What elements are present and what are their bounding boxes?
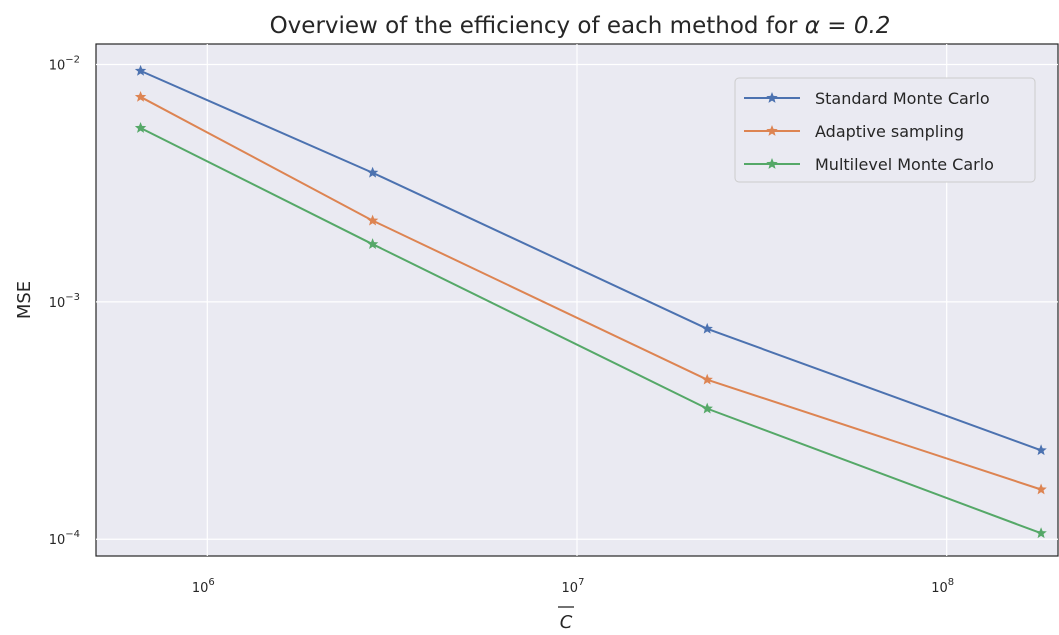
legend-label-2: Multilevel Monte Carlo [815,155,994,174]
chart-title: Overview of the efficiency of each metho… [270,13,891,39]
series-line-0 [140,69,1042,452]
data-point-1-0 [134,90,147,102]
y-tick-label-2: 10−4 [49,529,80,548]
x-tick-label-1: 107 [562,577,585,596]
y-axis-ticks: 10−2 10−3 10−4 [49,54,80,548]
data-point-1-3 [1035,483,1047,495]
data-point-1-2 [701,373,713,385]
series-group [134,64,1047,539]
y-axis-label: MSE [14,281,35,319]
legend-marker-0 [766,92,778,103]
x-axis-label-group: C [558,606,574,633]
data-point-2-0 [134,122,147,133]
y-tick-label-0: 10−2 [49,54,80,73]
legend-label-0: Standard Monte Carlo [815,89,990,108]
legend-box [734,77,1036,183]
data-point-1-1 [366,214,379,226]
data-point-2-1 [366,238,379,250]
data-point-0-3 [1035,444,1047,456]
legend: Standard Monte Carlo Adaptive sampling Mul… [734,77,1036,183]
data-point-0-1 [366,166,379,178]
data-point-2-3 [1035,527,1047,539]
x-axis-label: C [560,612,573,633]
series-line-1 [140,96,1042,491]
legend-marker-2 [766,158,778,169]
data-point-0-2 [701,322,713,334]
legend-label-1: Adaptive sampling [815,122,964,141]
grid-lines [96,44,1058,556]
x-tick-label-2: 108 [931,577,954,596]
series-line-2 [140,127,1042,535]
x-axis-ticks: 106 107 108 [192,577,954,596]
data-point-0-0 [134,64,147,76]
data-point-2-2 [701,402,713,414]
x-tick-label-0: 106 [192,577,215,596]
y-tick-label-1: 10−3 [49,292,80,311]
legend-marker-1 [766,125,778,136]
